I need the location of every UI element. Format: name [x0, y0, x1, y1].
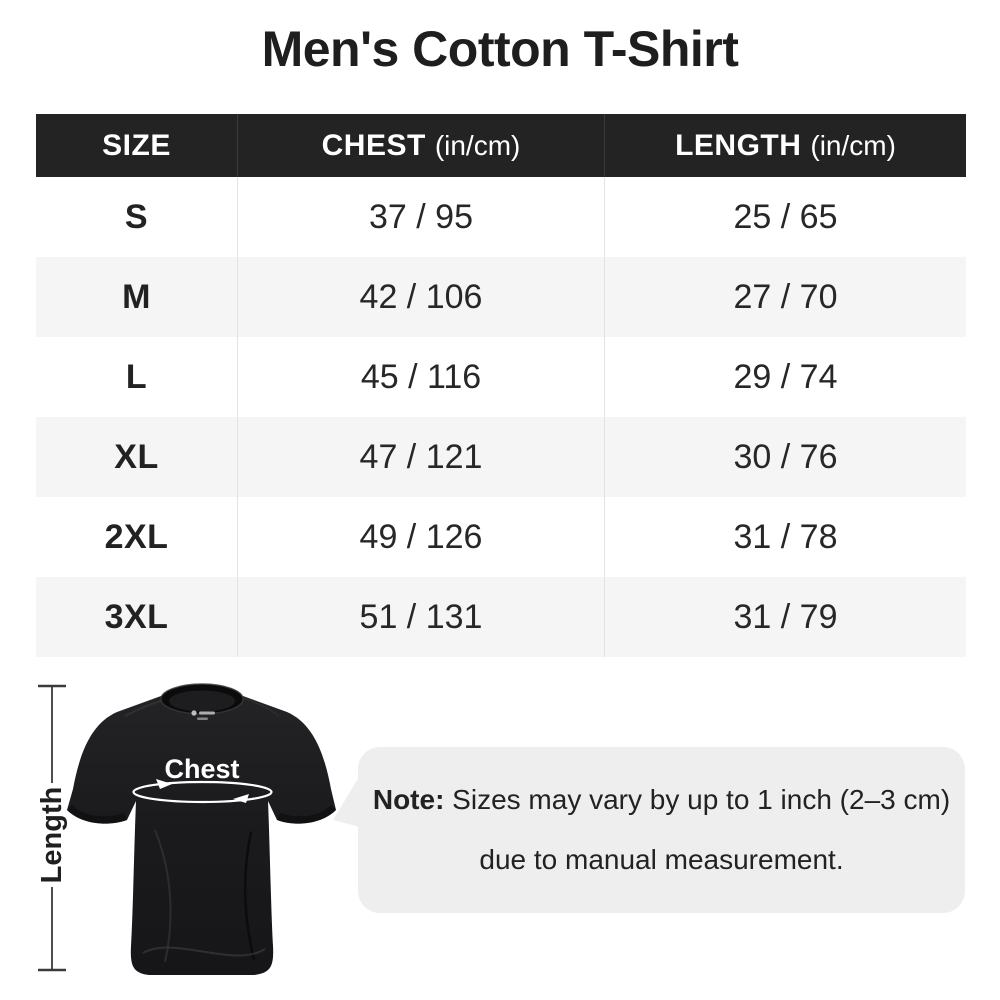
table-row-l: L 45 / 116 29 / 74	[36, 337, 966, 417]
table-row-xl: XL 47 / 121 30 / 76	[36, 417, 966, 497]
chest-cell: 45 / 116	[237, 337, 604, 417]
size-cell: XL	[114, 437, 159, 476]
chest-cell: 49 / 126	[237, 497, 604, 577]
header-cell-size: SIZE	[36, 114, 237, 177]
header-label: SIZE	[102, 128, 171, 162]
neck-label	[191, 710, 215, 720]
header-unit: (in/cm)	[434, 129, 521, 161]
header-cell-length: LENGTH (in/cm)	[604, 114, 966, 177]
tshirt-measurement-diagram: Chest Length	[36, 683, 336, 975]
chest-ellipse-arrow	[132, 780, 273, 804]
note-text: Sizes may vary by up to 1 inch (2–3 cm)	[452, 784, 951, 816]
length-annotation: Length	[36, 684, 68, 972]
note-prefix: Note:	[372, 784, 445, 816]
table-row-2xl: 2XL 49 / 126 31 / 78	[36, 497, 966, 577]
size-chart-table: SIZE CHEST (in/cm) LENGTH (in/cm) S 37 /…	[36, 114, 966, 657]
length-cell: 31 / 78	[604, 497, 966, 577]
table-row-m: M 42 / 106 27 / 70	[36, 257, 966, 337]
length-label: Length	[36, 787, 68, 884]
length-cell: 30 / 76	[604, 417, 966, 497]
note-bubble: Note: Sizes may vary by up to 1 inch (2–…	[333, 747, 965, 913]
note-line-1: Note: Sizes may vary by up to 1 inch (2–…	[373, 783, 950, 817]
length-cell: 27 / 70	[604, 257, 966, 337]
size-cell: 2XL	[104, 517, 169, 556]
length-cell: 25 / 65	[604, 177, 966, 257]
note-line-2: due to manual measurement.	[479, 844, 844, 875]
table-row-3xl: 3XL 51 / 131 31 / 79	[36, 577, 966, 657]
header-label: LENGTH	[675, 128, 802, 162]
header-label: CHEST	[321, 128, 426, 162]
size-cell: 3XL	[104, 597, 169, 636]
chest-cell: 51 / 131	[237, 577, 604, 657]
table-row-s: S 37 / 95 25 / 65	[36, 177, 966, 257]
chest-cell: 42 / 106	[237, 257, 604, 337]
header-cell-chest: CHEST (in/cm)	[237, 114, 604, 177]
length-cell: 31 / 79	[604, 577, 966, 657]
chest-annotation: Chest	[132, 754, 273, 804]
size-cell: L	[125, 357, 148, 396]
size-table-header-row: SIZE CHEST (in/cm) LENGTH (in/cm)	[36, 114, 966, 177]
length-cell: 29 / 74	[604, 337, 966, 417]
chest-label: Chest	[164, 754, 239, 784]
chest-cell: 47 / 121	[237, 417, 604, 497]
header-unit: (in/cm)	[810, 129, 896, 161]
size-table-body: S 37 / 95 25 / 65 M 42 / 106 27 / 70 L 4…	[36, 177, 966, 657]
size-cell: S	[124, 197, 149, 236]
arrow-left-icon	[233, 794, 249, 803]
chest-cell: 37 / 95	[237, 177, 604, 257]
tshirt-image	[67, 683, 336, 975]
page-title: Men's Cotton T-Shirt	[261, 21, 739, 77]
size-cell: M	[122, 277, 151, 316]
arrow-right-icon	[156, 779, 172, 789]
